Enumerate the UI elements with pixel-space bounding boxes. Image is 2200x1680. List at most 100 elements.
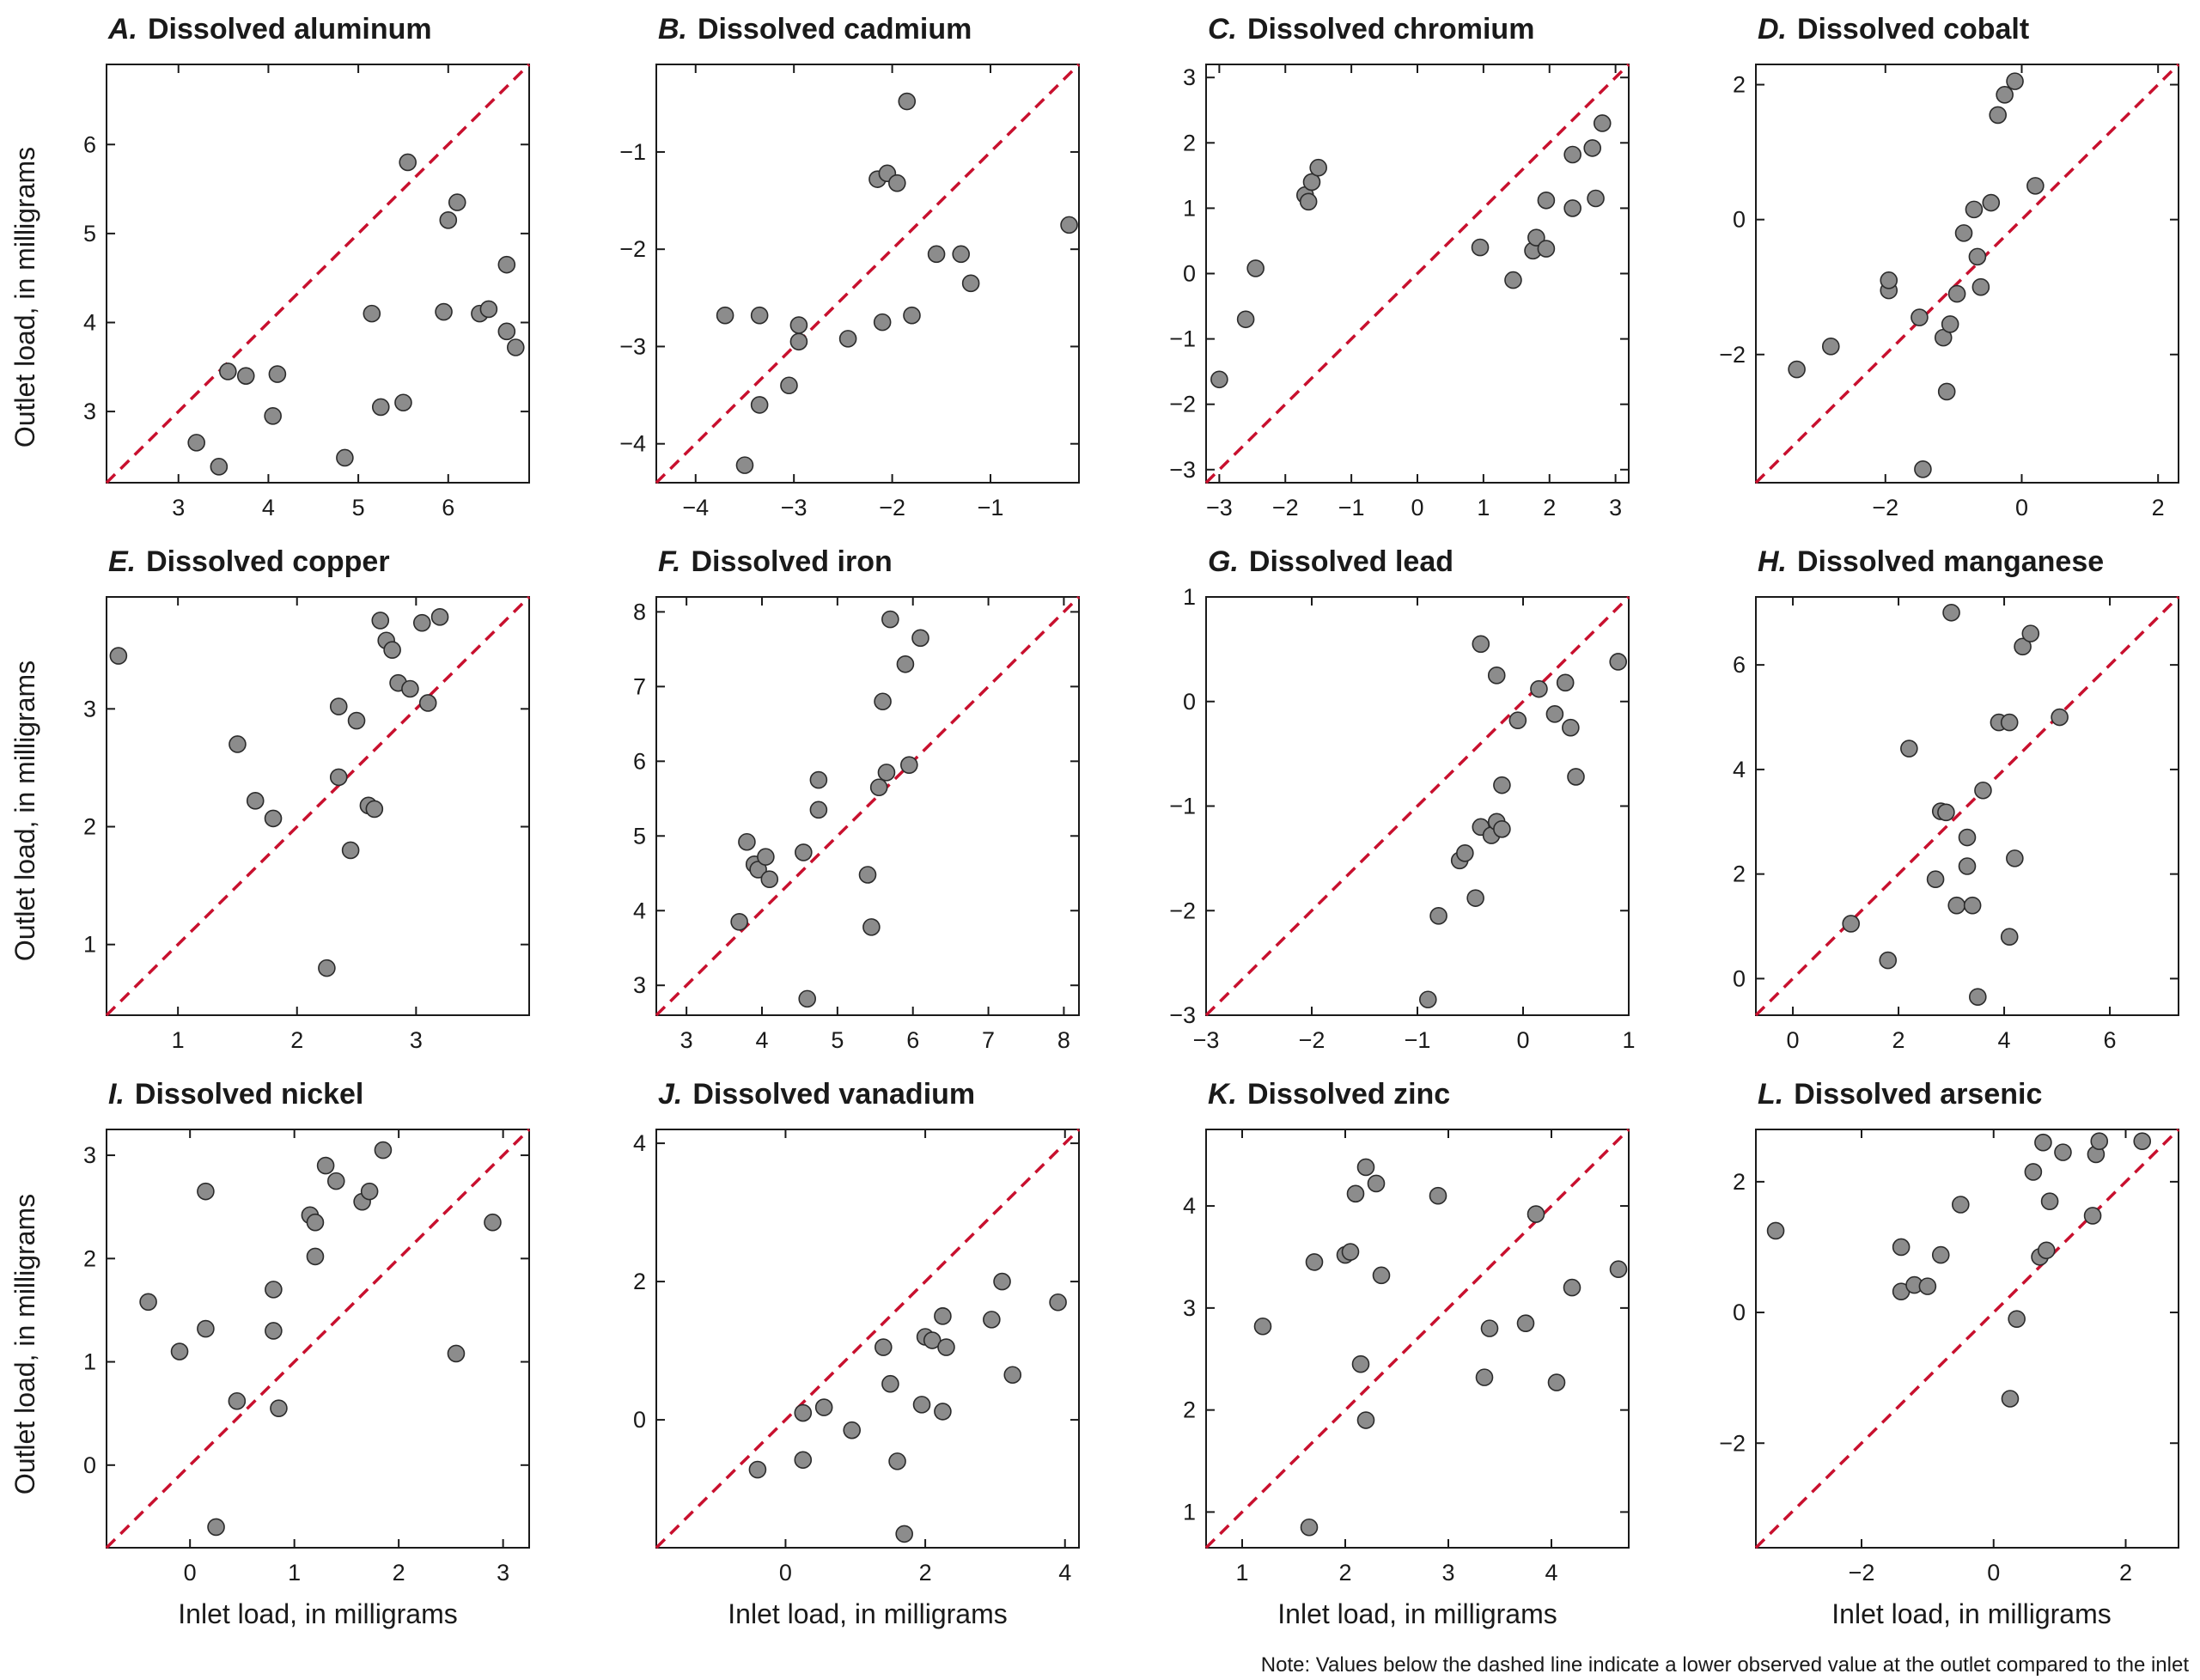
data-point xyxy=(1300,1518,1319,1537)
data-point xyxy=(2040,1192,2059,1211)
data-point xyxy=(2001,1390,2020,1408)
data-point xyxy=(1989,106,2008,125)
y-tick-label: 3 xyxy=(83,399,96,424)
data-point xyxy=(1487,667,1506,685)
x-tick-label: 1 xyxy=(1477,495,1490,520)
data-point xyxy=(1475,1368,1494,1386)
data-point xyxy=(1587,189,1605,208)
x-tick-label: 2 xyxy=(1892,1027,1905,1053)
data-point xyxy=(484,1213,502,1232)
x-tick-label: −2 xyxy=(1849,1560,1875,1586)
y-tick-label: 0 xyxy=(83,1452,96,1478)
data-point xyxy=(896,654,915,673)
data-point xyxy=(1609,1260,1628,1279)
data-point xyxy=(1954,224,1973,242)
data-point xyxy=(1918,1277,1937,1295)
data-point xyxy=(881,1374,899,1393)
data-point xyxy=(270,1399,288,1417)
panel-title: I. Dissolved nickel xyxy=(108,1078,363,1111)
data-point xyxy=(1537,191,1556,210)
panel-title-text: Dissolved zinc xyxy=(1247,1078,1450,1111)
data-point xyxy=(874,1338,893,1356)
data-point xyxy=(809,770,828,789)
data-point xyxy=(448,193,466,211)
data-point xyxy=(1937,803,1955,822)
panel-letter: F. xyxy=(658,545,680,578)
panel-title-text: Dissolved chromium xyxy=(1247,13,1534,46)
panel-8: H. Dissolved manganese 0 2 4 6 0 2 4 6 xyxy=(1733,545,2180,1053)
data-point xyxy=(1351,1354,1370,1373)
x-tick-label: −2 xyxy=(1872,495,1898,520)
data-point xyxy=(934,1307,952,1325)
one-to-one-line xyxy=(105,63,531,484)
data-point xyxy=(1563,1278,1581,1297)
data-point xyxy=(2000,928,2019,946)
plot-frame xyxy=(1755,64,2179,484)
y-tick-label: 3 xyxy=(83,696,96,721)
panel-title: F. Dissolved iron xyxy=(658,545,893,578)
data-point xyxy=(730,912,748,931)
plot-frame xyxy=(106,64,530,484)
x-tick-label: 2 xyxy=(393,1560,405,1586)
data-point xyxy=(1911,308,1929,326)
panel-3: C. Dissolved chromium −3 −2 −1 0 1 2 3 −3 −2 −1 0 1 2 3 xyxy=(1169,13,1630,520)
panel-title: J. Dissolved vanadium xyxy=(658,1078,975,1111)
panel-2: B. Dissolved cadmium −4 −3 −2 −1 −4 −3 −2 −1 xyxy=(619,13,1081,520)
data-point xyxy=(1963,896,1982,915)
data-point xyxy=(1926,870,1945,889)
data-point xyxy=(2037,1241,2056,1260)
data-point xyxy=(1947,896,1965,915)
y-tick-label: −2 xyxy=(1169,898,1196,923)
data-point xyxy=(1892,1238,1911,1257)
data-point xyxy=(1341,1243,1360,1261)
x-tick-label: −3 xyxy=(1193,1027,1220,1053)
data-point xyxy=(265,1322,283,1340)
data-point xyxy=(760,870,779,889)
data-point xyxy=(1969,988,1987,1006)
panel-title-text: Dissolved copper xyxy=(146,545,389,578)
one-to-one-line xyxy=(655,1128,1081,1549)
panel-letter: K. xyxy=(1208,1078,1237,1111)
data-point xyxy=(1958,857,1977,875)
x-tick-label: 2 xyxy=(290,1027,303,1053)
data-point xyxy=(911,629,929,648)
data-point xyxy=(268,365,287,383)
data-point xyxy=(1516,1314,1535,1332)
y-tick-label: 2 xyxy=(1733,1169,1746,1195)
data-point xyxy=(1527,228,1545,247)
x-tick-label: 0 xyxy=(184,1560,197,1586)
x-axis-label-col-1: Inlet load, in milligrams xyxy=(178,1598,457,1629)
data-point xyxy=(1609,653,1627,671)
data-point xyxy=(1466,889,1484,907)
x-tick-label: 4 xyxy=(1998,1027,2011,1053)
y-axis-label-row-3: Outlet load, in milligrams xyxy=(9,1194,40,1494)
data-point xyxy=(1049,1293,1067,1312)
data-point xyxy=(1996,86,2014,104)
x-tick-label: −1 xyxy=(978,495,1004,520)
data-point xyxy=(1567,768,1585,786)
x-axis-label-col-3: Inlet load, in milligrams xyxy=(1277,1598,1557,1629)
data-point xyxy=(862,918,881,936)
panel-letter: A. xyxy=(107,13,137,46)
y-tick-label: −1 xyxy=(1169,794,1196,819)
y-tick-label: −3 xyxy=(619,333,646,359)
panel-title: E. Dissolved copper xyxy=(108,545,390,578)
data-point xyxy=(789,316,808,334)
data-point xyxy=(1556,673,1575,692)
y-tick-label: 6 xyxy=(633,748,646,774)
data-point xyxy=(794,1403,813,1422)
data-point xyxy=(228,1391,247,1410)
data-point xyxy=(1537,240,1556,258)
y-tick-label: 3 xyxy=(633,972,646,998)
data-point xyxy=(1504,271,1522,289)
y-tick-label: −1 xyxy=(619,139,646,165)
panel-title-text: Dissolved lead xyxy=(1249,545,1453,578)
panel-title: C. Dissolved chromium xyxy=(1208,13,1534,46)
x-tick-label: 5 xyxy=(831,1027,844,1053)
data-point xyxy=(716,306,734,325)
one-to-one-line xyxy=(1754,595,2180,1017)
x-tick-label: 3 xyxy=(172,495,185,520)
data-point xyxy=(371,398,390,417)
data-point xyxy=(809,800,828,819)
y-tick-label: 1 xyxy=(1183,1499,1196,1525)
